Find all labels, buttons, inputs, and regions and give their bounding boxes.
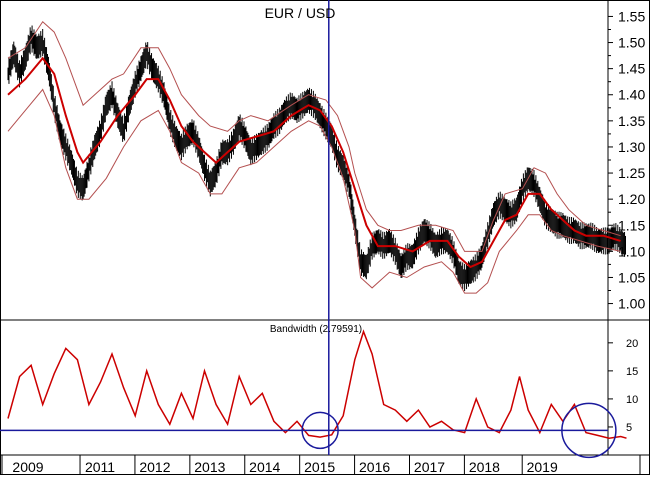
price-y-tick-label: 1.45: [618, 61, 645, 77]
bandwidth-y-tick-label: 15: [626, 366, 638, 378]
lower-bollinger-band: [7, 88, 621, 294]
price-y-tick-label: 1.35: [618, 113, 645, 129]
price-y-tick-label: 1.05: [618, 269, 645, 285]
x-axis-tick-label: 2018: [469, 459, 500, 475]
bandwidth-title: Bandwidth (2.79591): [270, 324, 362, 335]
price-y-tick-label: 1.40: [618, 87, 645, 103]
x-axis-tick-label: 2009: [12, 459, 43, 475]
x-axis-tick-label: 2019: [527, 459, 558, 475]
price-y-tick-label: 1.30: [618, 139, 645, 155]
x-axis-tick-label: 2017: [414, 459, 445, 475]
price-y-tick-label: 1.50: [618, 35, 645, 51]
bandwidth-line: [7, 329, 627, 439]
x-axis-tick-label: 2011: [85, 459, 115, 475]
upper-bollinger-band: [7, 20, 621, 252]
price-y-tick-label: 1.55: [618, 8, 645, 24]
main-chart-title: EUR / USD: [265, 5, 336, 21]
price-y-tick-label: 1.00: [618, 296, 645, 312]
bandwidth-y-tick-label: 10: [626, 394, 638, 406]
x-axis-tick-label: 2014: [249, 459, 280, 475]
x-axis-tick-label: 2012: [139, 459, 170, 475]
price-y-tick-label: 1.25: [618, 165, 645, 181]
bandwidth-y-tick-label: 20: [626, 338, 638, 350]
bandwidth-y-tick-label: 5: [626, 422, 632, 434]
moving-average-line: [7, 56, 621, 269]
squeeze-highlight-circle: [301, 411, 339, 450]
squeeze-highlight-circle: [561, 402, 617, 459]
x-axis-tick-label: 2016: [359, 459, 390, 475]
price-y-tick-label: 1.20: [618, 191, 645, 207]
price-y-tick-label: 1.15: [618, 217, 645, 233]
x-axis-tick-label: 2015: [304, 459, 335, 475]
x-axis-tick-label: 2013: [194, 459, 225, 475]
